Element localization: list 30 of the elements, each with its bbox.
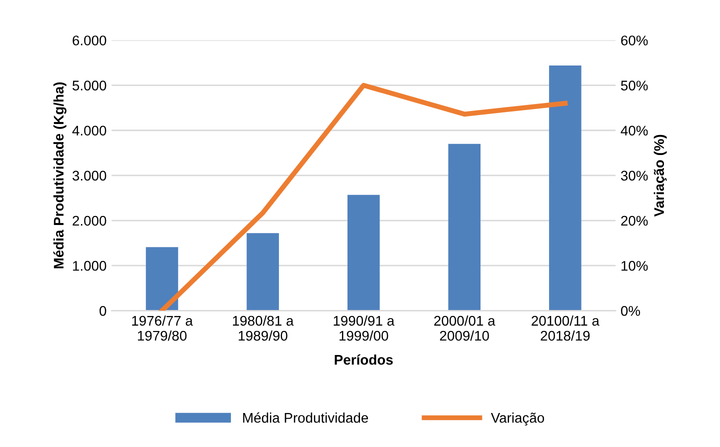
y-tick-label: 1.000 bbox=[73, 260, 106, 271]
bar bbox=[347, 194, 380, 311]
y-tick-label: 5.000 bbox=[72, 80, 106, 90]
x-tick-label: 20100/11 a 2018/19 bbox=[532, 316, 600, 341]
y2-tick-label: 50% bbox=[621, 80, 648, 90]
bar bbox=[549, 65, 582, 311]
legend-label: Variação bbox=[490, 412, 544, 426]
y-tick-label: 4.000 bbox=[72, 126, 106, 136]
x-axis-title: Períodos bbox=[334, 354, 393, 365]
bar bbox=[146, 247, 178, 311]
y2-tick-label: 20% bbox=[621, 216, 648, 226]
x-tick-label: 1980/81 a 1989/90 bbox=[232, 316, 294, 341]
line-series bbox=[160, 82, 568, 311]
legend-label: Média Produtividade bbox=[243, 412, 368, 423]
y-tick-label: 6.000 bbox=[72, 36, 106, 46]
y2-tick-label: 60% bbox=[621, 36, 648, 46]
y2-axis-title: Variação (%) bbox=[654, 134, 667, 217]
y2-tick-label: 40% bbox=[620, 126, 648, 136]
bar bbox=[448, 144, 481, 311]
y2-tick-label: 10% bbox=[622, 260, 648, 271]
y-axis-title: Média Produtividade (Kg/ha) bbox=[53, 82, 66, 268]
x-tick-label: 2000/01 a 2009/10 bbox=[434, 316, 496, 341]
bar bbox=[246, 233, 279, 311]
x-tick-label: 1976/77 a 1979/80 bbox=[132, 316, 193, 341]
y-tick-label: 0 bbox=[100, 306, 106, 316]
y-tick-label: 2.000 bbox=[72, 216, 106, 226]
x-tick-label: 1990/91 a 1999/00 bbox=[334, 316, 394, 341]
y-tick-label: 3.000 bbox=[72, 170, 106, 181]
y2-tick-label: 0% bbox=[621, 306, 640, 316]
y2-tick-label: 30% bbox=[620, 170, 648, 181]
